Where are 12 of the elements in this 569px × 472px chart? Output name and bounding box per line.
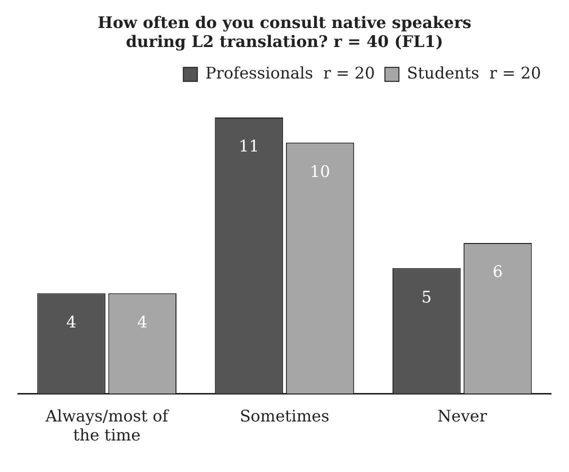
chart-title: How often do you consult native speakers during L2 translation? r = 40 (FL1) [98, 12, 472, 51]
data-label: 4 [66, 312, 76, 332]
legend-label: Students r = 20 [406, 64, 541, 83]
data-label: 5 [422, 287, 432, 306]
x-tick-label: Never [437, 406, 488, 426]
data-label: 10 [310, 162, 330, 181]
x-tick-label: Always/most of the time [44, 406, 170, 445]
x-tick-label: Sometimes [240, 406, 330, 426]
data-label: 4 [137, 312, 148, 332]
data-label: 11 [238, 136, 260, 156]
data-label: 6 [492, 262, 503, 282]
legend-label: Professionals r = 20 [205, 64, 375, 83]
